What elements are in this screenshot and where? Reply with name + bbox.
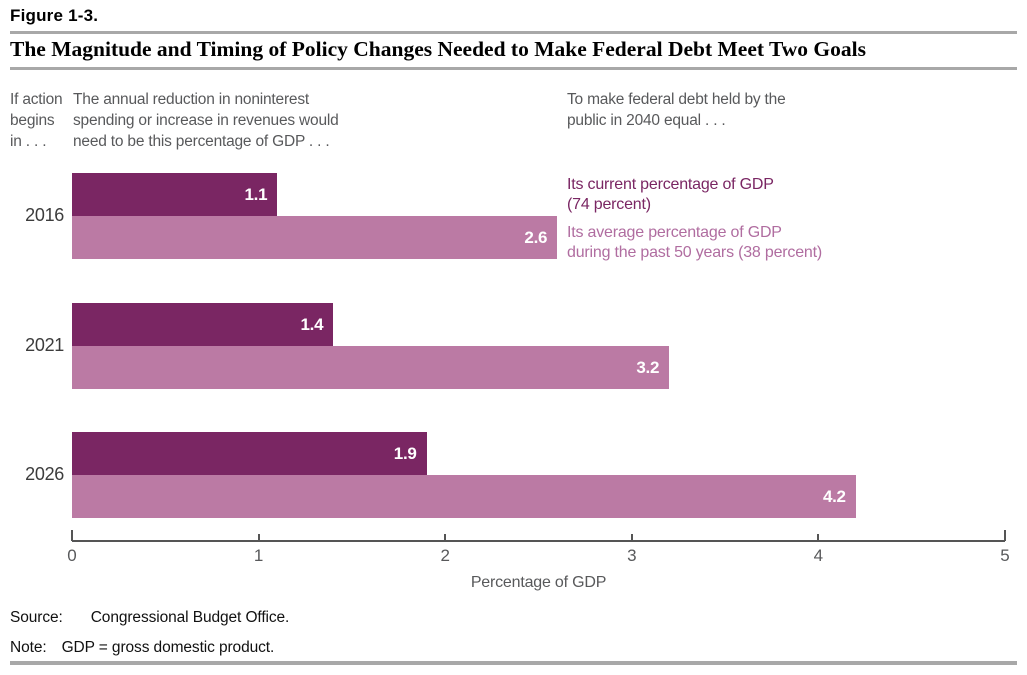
bar-value-label: 1.9 (393, 443, 417, 463)
intro-col3-line: To make federal debt held by the (567, 91, 786, 108)
tick-mark (630, 534, 633, 541)
legend-line: Its average percentage of GDP (567, 224, 782, 241)
intro-col1-line: in . . . (10, 133, 47, 150)
category-label-2021: 2021 (25, 335, 64, 355)
source-text: Congressional Budget Office. (90, 609, 290, 626)
legend-item-current-gdp: Its current percentage of GDP (74 percen… (567, 175, 774, 214)
figure-number-label: Figure 1-3. (10, 6, 99, 25)
tick-label: 4 (813, 546, 824, 565)
tick-mark (71, 530, 73, 541)
x-axis: 0 1 2 3 4 5 (67, 530, 1010, 565)
category-label-2026: 2026 (25, 464, 64, 484)
bar-2026-current-goal: 1.9 (72, 432, 427, 475)
divider-rule-top (10, 31, 1017, 34)
note-line: Note: GDP = gross domestic product. (10, 639, 274, 657)
x-axis-line (72, 540, 1005, 542)
bar-value-label: 1.4 (300, 314, 324, 334)
intro-col3-line: public in 2040 equal . . . (567, 112, 726, 129)
legend-line: during the past 50 years (38 percent) (567, 243, 822, 261)
bar-2016-average-goal: 2.6 (72, 216, 558, 259)
bar-value-label: 1.1 (244, 184, 268, 204)
legend-line: (74 percent) (567, 195, 651, 213)
intro-col2-line: The annual reduction in noninterest (73, 91, 309, 108)
intro-column-years: If action begins in . . . (10, 89, 63, 152)
bar-2026-average-goal: 4.2 (72, 475, 856, 518)
note-label: Note: (10, 639, 47, 656)
bar-value-label: 4.2 (822, 486, 846, 506)
intro-col2-line: need to be this percentage of GDP . . . (73, 133, 330, 150)
bar-chart-plot-area: 1.1 2.6 1.4 3.2 1.9 4.2 (72, 173, 1005, 518)
category-label-2016: 2016 (25, 205, 64, 225)
bar-value-label: 2.6 (524, 227, 548, 247)
x-axis-title: Percentage of GDP (470, 574, 607, 591)
tick-label: 3 (627, 546, 637, 565)
tick-label: 0 (67, 546, 77, 565)
legend-item-average-gdp: Its average percentage of GDP during the… (567, 223, 822, 262)
figure-title: The Magnitude and Timing of Policy Chang… (10, 37, 866, 61)
intro-column-goal: To make federal debt held by the public … (567, 89, 786, 131)
tick-mark (257, 534, 260, 541)
intro-col1-line: begins (10, 112, 55, 129)
intro-column-measure: The annual reduction in noninterest spen… (73, 89, 339, 152)
tick-label: 1 (253, 546, 264, 565)
divider-rule-bottom (10, 661, 1017, 665)
bar-2021-current-goal: 1.4 (72, 303, 334, 346)
legend-line: Its current percentage of GDP (567, 176, 774, 193)
source-label: Source: (10, 609, 63, 626)
tick-mark (1004, 530, 1006, 541)
tick-label: 5 (1000, 546, 1010, 565)
intro-col1-line: If action (10, 91, 63, 108)
source-line: Source: Congressional Budget Office. (10, 609, 289, 627)
divider-rule-under-title (10, 67, 1017, 70)
intro-col2-line: spending or increase in revenues would (73, 112, 339, 129)
note-text: GDP = gross domestic product. (61, 639, 275, 656)
tick-mark (444, 534, 447, 541)
bar-2016-current-goal: 1.1 (72, 173, 278, 216)
bar-2021-average-goal: 3.2 (72, 346, 670, 389)
tick-label: 2 (440, 546, 450, 565)
bar-value-label: 3.2 (636, 357, 660, 377)
tick-mark (817, 534, 820, 541)
